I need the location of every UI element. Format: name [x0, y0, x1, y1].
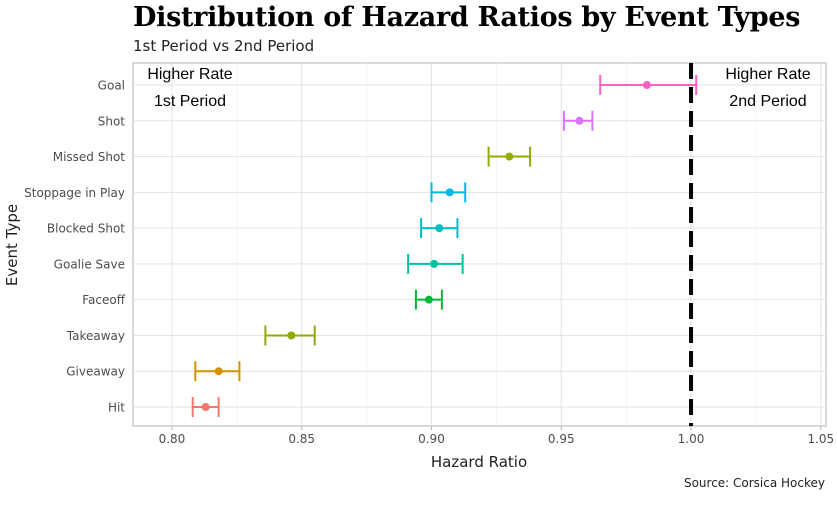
marks-layer	[191, 75, 698, 417]
estimate-point	[201, 403, 210, 411]
y-axis-title: Event Type	[3, 204, 21, 286]
x-tick-label: 0.95	[548, 432, 575, 446]
y-tick-label: Goal	[98, 79, 125, 93]
annotation-left-line1: Higher Rate	[147, 66, 232, 83]
estimate-point	[435, 224, 444, 233]
x-tick-label: 0.85	[288, 432, 315, 446]
y-tick-label: Hit	[108, 401, 125, 415]
grid-layer	[133, 63, 826, 426]
x-tick-label: 1.00	[678, 432, 705, 446]
chart-subtitle: 1st Period vs 2nd Period	[133, 37, 315, 55]
y-tick-label: Missed Shot	[53, 150, 126, 164]
estimate-point	[505, 152, 514, 161]
estimate-point	[424, 295, 433, 304]
y-tick-label: Stoppage in Play	[24, 186, 125, 200]
estimate-point	[642, 81, 651, 89]
estimate-point	[575, 116, 584, 125]
y-tick-label: Faceoff	[82, 293, 125, 307]
y-tick-labels: Goal Shot Missed Shot Stoppage in Play Block…	[24, 79, 126, 415]
annotation-right-line1: Higher Rate	[725, 66, 810, 83]
source-caption: Source: Corsica Hockey	[683, 476, 825, 490]
x-tick-label: 0.80	[159, 432, 186, 446]
annotation-left-line2: 1st Period	[154, 93, 226, 110]
y-tick-label: Takeaway	[66, 329, 125, 343]
x-axis-title: Hazard Ratio	[431, 453, 527, 471]
estimate-point	[214, 367, 223, 376]
chart-title: Distribution of Hazard Ratios by Event T…	[133, 2, 801, 33]
y-tick-label: Goalie Save	[54, 257, 125, 271]
y-tick-label: Shot	[98, 114, 126, 128]
estimate-point	[287, 331, 296, 340]
y-tick-label: Giveaway	[66, 365, 125, 379]
estimate-point	[430, 259, 439, 268]
x-tick-label: 1.05	[807, 432, 834, 446]
plot-panel	[132, 62, 827, 427]
x-tick-label: 0.90	[418, 432, 445, 446]
x-tick-labels: 0.80 0.85 0.90 0.95 1.00 1.05	[159, 426, 834, 446]
y-tick-label: Blocked Shot	[47, 222, 125, 236]
estimate-point	[445, 188, 454, 197]
annotation-right-line2: 2nd Period	[729, 93, 806, 110]
